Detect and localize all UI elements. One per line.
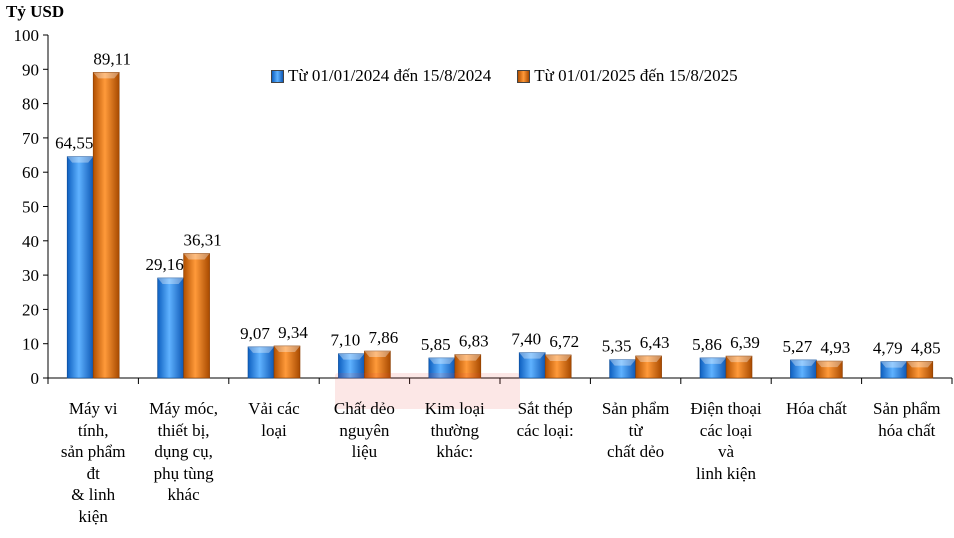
watermark-logo — [335, 373, 520, 409]
category-label: Sắt thép các loại: — [516, 399, 574, 440]
value-label-2025: 6,43 — [640, 333, 670, 352]
y-tick-label: 100 — [14, 26, 40, 45]
bar-bevel — [157, 277, 184, 284]
bar-bevel — [816, 361, 843, 368]
bar-bevel — [906, 361, 933, 368]
bars-layer — [66, 72, 934, 379]
bar-bevel — [67, 156, 94, 163]
bar-2025 — [816, 360, 843, 379]
y-tick-label: 60 — [22, 163, 39, 182]
category-label: Sản phẩm hóa chất — [873, 399, 941, 440]
value-label-2025: 4,93 — [821, 338, 851, 357]
bar-2025 — [725, 355, 753, 379]
category-label: Kim loại thường khác: — [424, 399, 485, 461]
legend-label-2024: Từ 01/01/2024 đến 15/8/2024 — [288, 66, 492, 85]
value-label-2024: 7,40 — [511, 330, 541, 349]
y-tick-label: 20 — [22, 300, 39, 319]
category-label: Hóa chất — [785, 399, 847, 418]
bar-bevel — [635, 355, 662, 362]
value-label-2025: 4,85 — [911, 338, 941, 357]
bar-2025 — [635, 355, 662, 379]
bar-bevel — [454, 354, 481, 361]
y-tick-label: 80 — [22, 95, 39, 114]
bar-2025 — [454, 354, 482, 379]
bar-bevel — [609, 359, 636, 366]
legend-swatch-2024 — [271, 69, 284, 83]
bar-2024 — [157, 277, 184, 379]
y-tick-label: 30 — [22, 266, 39, 285]
bar-2025 — [92, 72, 120, 379]
bar-bevel — [183, 253, 210, 260]
value-label-2024: 5,35 — [602, 337, 632, 356]
value-label-2025: 89,11 — [93, 49, 131, 68]
legend: Từ 01/01/2024 đến 15/8/2024 Từ 01/01/202… — [271, 66, 764, 86]
bar-bevel — [274, 345, 300, 352]
category-label: Máy móc, thiết bị, dụng cụ, phụ tùng khá… — [149, 399, 219, 504]
bar-bevel — [93, 72, 120, 79]
category-label: Sản phẩm từ chất dẻo — [601, 399, 670, 461]
value-label-2025: 7,86 — [369, 328, 399, 347]
bar-2024 — [518, 352, 546, 379]
legend-swatch-2025 — [517, 69, 531, 83]
bar-bevel — [545, 354, 572, 361]
category-label: Chất dẻo nguyên liệu — [333, 399, 395, 461]
bar-2025 — [364, 350, 391, 379]
y-tick-label: 10 — [22, 335, 39, 354]
bar-bevel — [790, 359, 817, 366]
category-label: Máy vi tính, sản phẩm đt & linh kiện — [60, 399, 126, 526]
legend-item-2025: Từ 01/01/2025 đến 15/8/2025 — [517, 66, 738, 86]
bar-2024 — [338, 353, 365, 379]
value-label-2024: 4,79 — [873, 339, 903, 358]
y-tick-label: 40 — [22, 232, 39, 251]
value-label-2025: 6,83 — [459, 332, 489, 351]
value-label-2024: 5,85 — [421, 335, 451, 354]
value-label-2025: 36,31 — [183, 230, 221, 249]
value-label-2024: 9,07 — [240, 324, 270, 343]
bar-bevel — [519, 352, 546, 359]
value-label-2024: 5,86 — [692, 335, 722, 354]
bar-bevel — [700, 357, 726, 364]
value-label-2024: 7,10 — [331, 331, 361, 350]
legend-item-2024: Từ 01/01/2024 đến 15/8/2024 — [271, 66, 491, 86]
value-label-2024: 64,55 — [55, 134, 93, 153]
bar-2025 — [183, 253, 210, 379]
bar-bevel — [248, 346, 274, 353]
value-label-2024: 29,16 — [145, 255, 183, 274]
y-axis: 0 10 20 30 40 50 60 70 80 90 100 — [14, 26, 49, 388]
y-tick-label: 50 — [22, 198, 39, 217]
y-axis-unit-label: Tỷ USD — [6, 2, 65, 21]
value-label-2025: 6,72 — [549, 332, 579, 351]
bar-2025 — [544, 354, 572, 379]
bar-2024 — [66, 156, 94, 379]
y-tick-label: 0 — [31, 369, 40, 388]
bar-2025 — [906, 361, 934, 379]
bar-bevel — [338, 353, 365, 360]
value-label-2025: 9,34 — [278, 323, 308, 342]
category-label: Điện thoại các loại và linh kiện — [690, 399, 762, 483]
bar-bevel — [880, 361, 907, 368]
bar-bevel — [726, 356, 752, 363]
y-tick-label: 70 — [22, 129, 39, 148]
value-label-2025: 6,39 — [730, 333, 760, 352]
category-label: Vải các loại — [248, 399, 300, 440]
bar-bevel — [364, 351, 391, 358]
bar-2025 — [273, 345, 301, 379]
legend-label-2025: Từ 01/01/2025 đến 15/8/2025 — [534, 66, 738, 85]
y-tick-label: 90 — [22, 60, 39, 79]
value-label-2024: 5,27 — [783, 337, 813, 356]
bar-2024 — [247, 346, 275, 379]
bar-bevel — [428, 357, 455, 364]
